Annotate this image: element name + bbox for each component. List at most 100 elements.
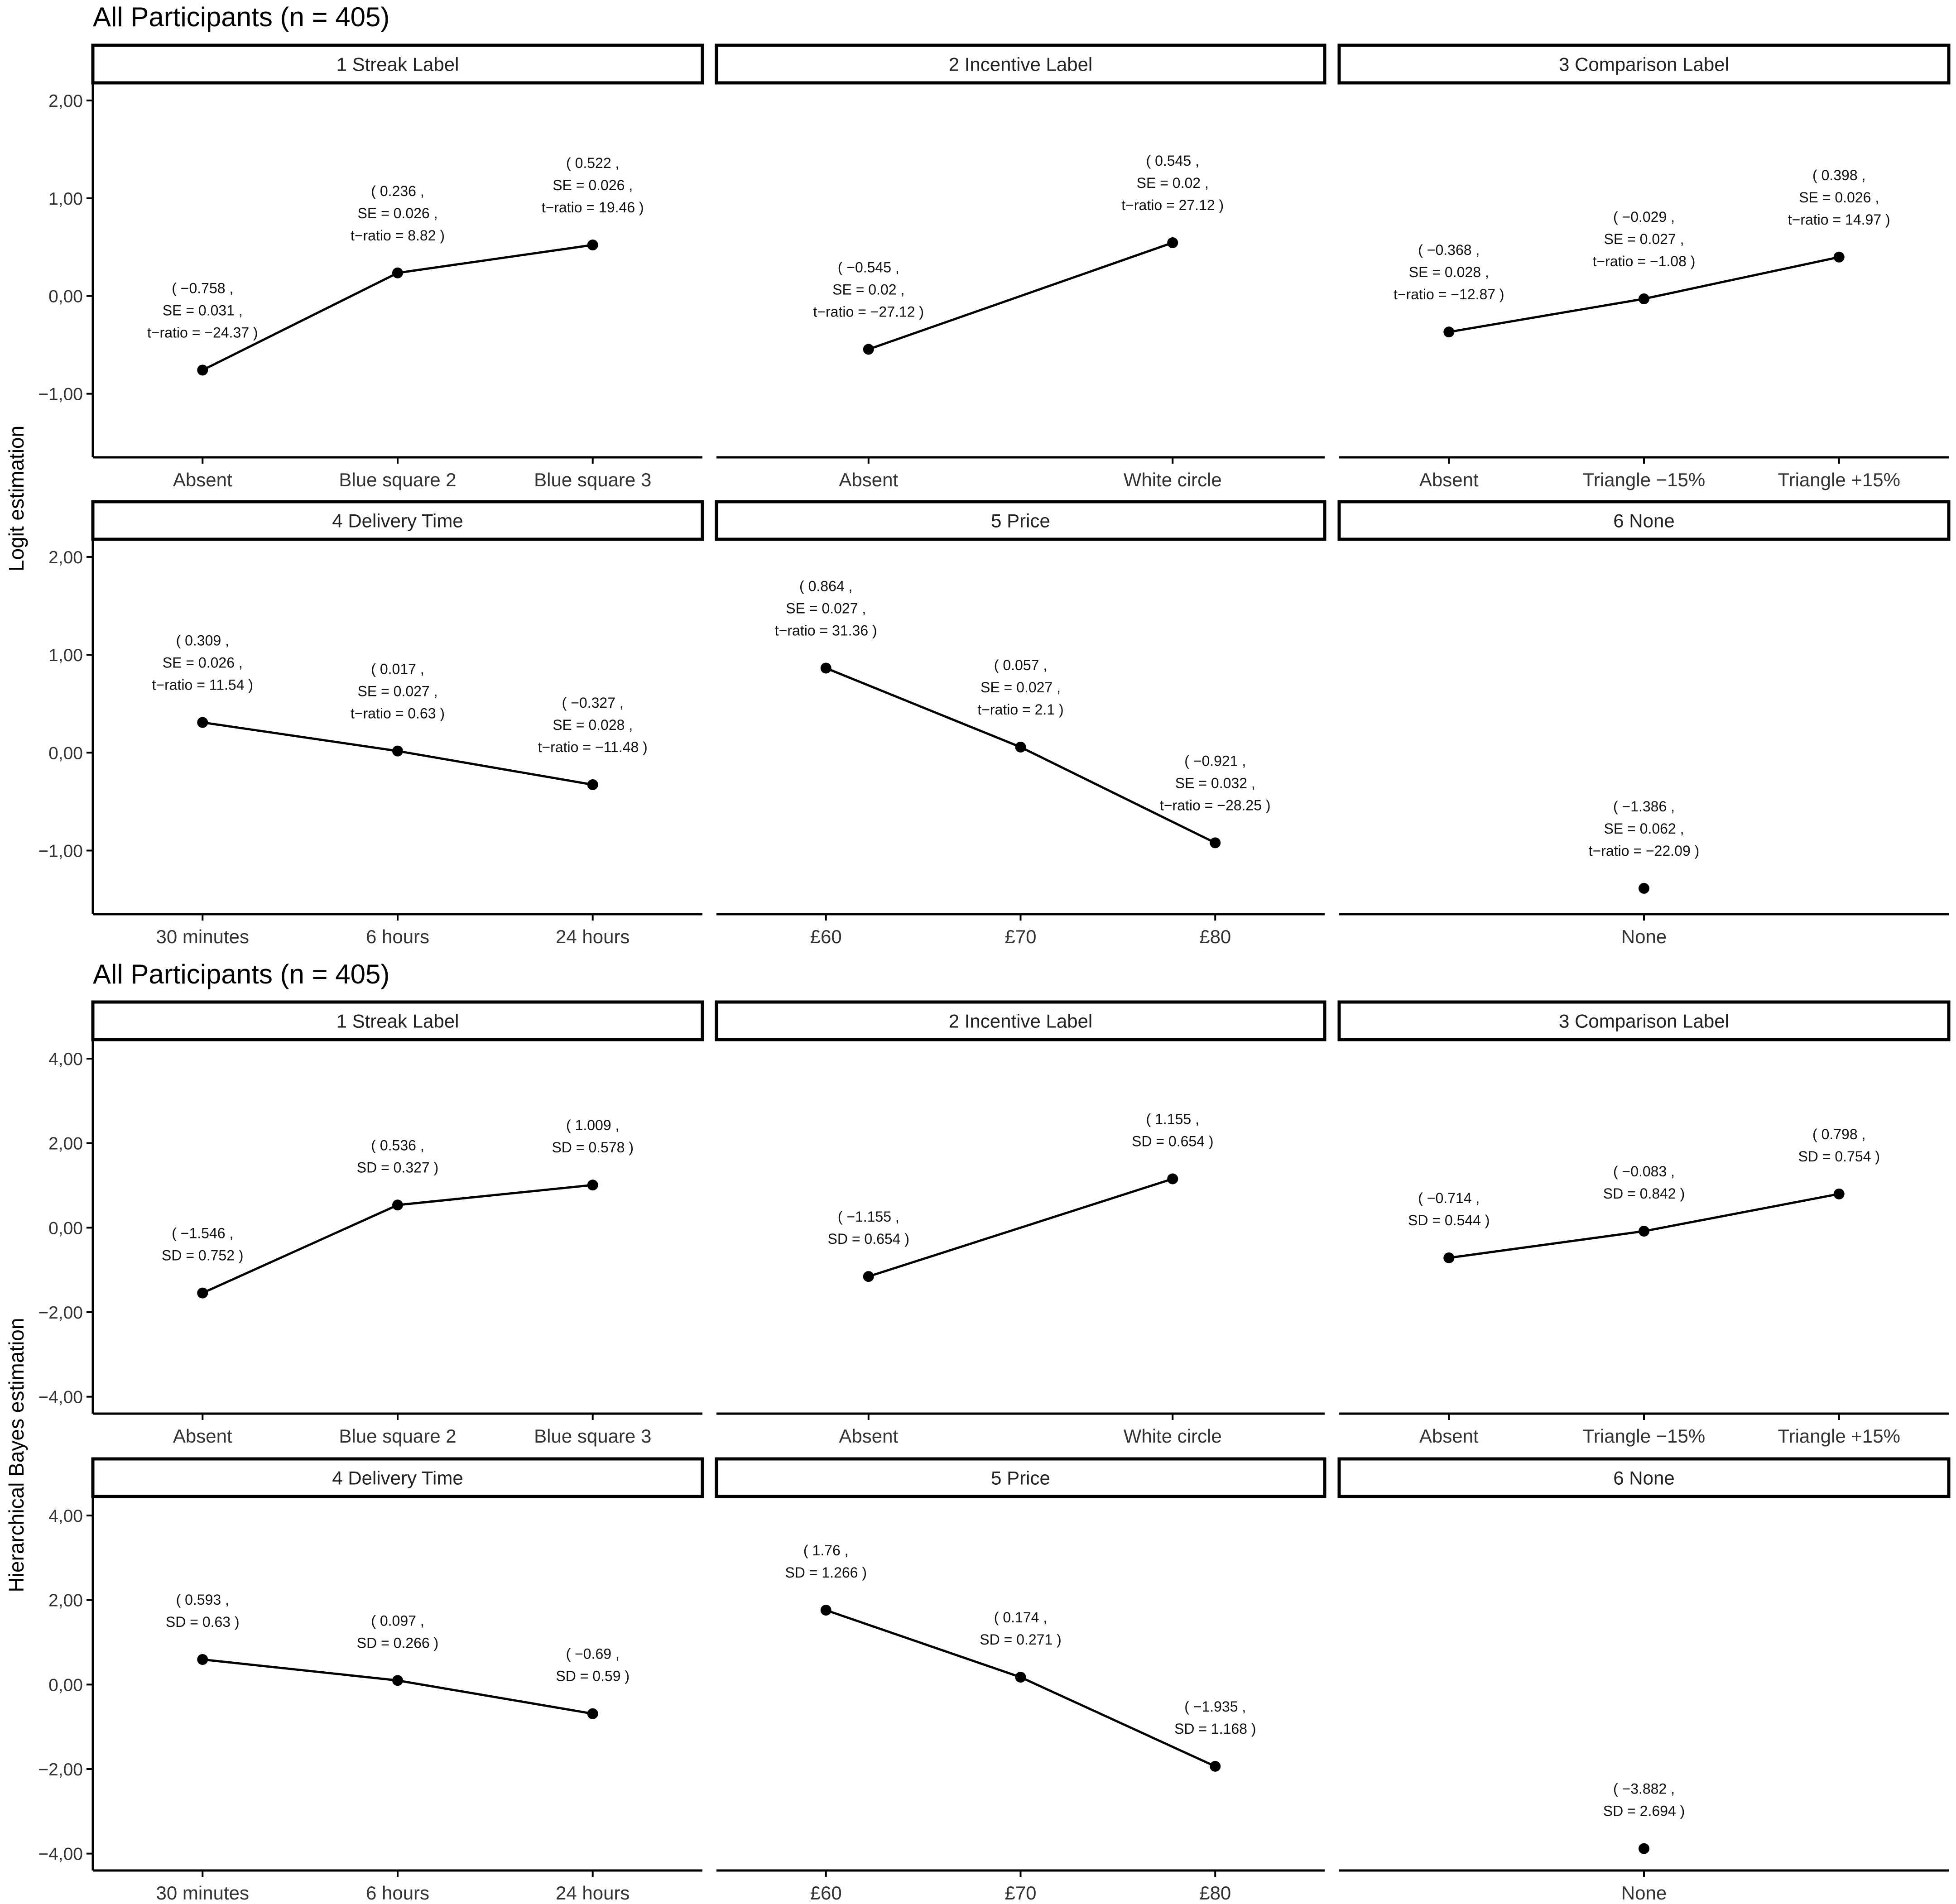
data-label: SE = 0.026 , (553, 177, 633, 193)
x-tick-label: Absent (173, 1425, 232, 1447)
data-label: ( −0.758 , (172, 280, 233, 296)
y-tick-label: −4,00 (38, 1845, 83, 1864)
y-tick-label: −2,00 (38, 1303, 83, 1323)
x-tick-label: 24 hours (556, 926, 630, 947)
data-point (820, 662, 831, 674)
data-label: ( −3.882 , (1613, 1781, 1675, 1797)
y-tick-label: −1,00 (38, 841, 83, 861)
data-label: t−ratio = −28.25 ) (1160, 797, 1271, 813)
series-line (868, 241, 1173, 350)
facet-strip (715, 1457, 1326, 1498)
data-label: SD = 0.842 ) (1603, 1185, 1685, 1202)
data-label: t−ratio = 8.82 ) (351, 227, 445, 244)
data-label: SE = 0.028 , (553, 717, 633, 733)
data-label: SD = 0.59 ) (556, 1668, 630, 1684)
facet-strip (91, 43, 704, 85)
data-label: SD = 0.654 ) (1132, 1133, 1214, 1150)
data-label: SE = 0.02 , (832, 281, 904, 297)
x-tick-label: Blue square 3 (534, 1425, 651, 1447)
data-point (587, 779, 598, 790)
data-label: SD = 1.168 ) (1174, 1721, 1256, 1737)
x-tick-label: 30 minutes (156, 926, 249, 947)
facet-strip-label: 2 Incentive Label (949, 1011, 1093, 1032)
x-tick-label: Absent (839, 469, 898, 490)
data-point (1639, 1843, 1649, 1854)
data-label: SD = 0.63 ) (166, 1614, 240, 1630)
facet-strip-label: 4 Delivery Time (332, 510, 463, 532)
x-tick-label: Triangle −15% (1583, 1425, 1705, 1447)
facet-strip-label: 1 Streak Label (336, 1011, 459, 1032)
y-tick-label: 4,00 (48, 1050, 83, 1069)
data-label: ( 0.536 , (371, 1137, 424, 1153)
data-label: ( −1.935 , (1184, 1698, 1246, 1715)
data-label: ( −1.386 , (1613, 798, 1675, 815)
y-tick-label: −1,00 (38, 385, 83, 404)
y-tick-label: 0,00 (48, 743, 83, 763)
facet-strip (91, 500, 704, 541)
x-tick-label: 6 hours (366, 1882, 429, 1904)
data-label: ( 0.174 , (994, 1609, 1047, 1626)
data-label: ( 1.155 , (1146, 1111, 1199, 1127)
x-tick-label: Triangle −15% (1583, 469, 1705, 490)
x-tick-label: None (1621, 926, 1667, 947)
x-tick-label: Triangle +15% (1778, 469, 1900, 490)
data-point (863, 1271, 874, 1282)
data-point (392, 745, 403, 757)
facet-strip (715, 1000, 1326, 1041)
data-label: SD = 0.271 ) (980, 1631, 1062, 1648)
facet-strip (91, 1457, 704, 1498)
data-point (1210, 837, 1221, 849)
data-point (197, 1654, 208, 1665)
data-label: SE = 0.026 , (1799, 189, 1879, 206)
y-tick-label: 2,00 (48, 1134, 83, 1154)
y-axis-title: Hierarchical Bayes estimation (5, 1318, 28, 1592)
facet-strip-label: 4 Delivery Time (332, 1468, 463, 1489)
data-point (197, 364, 208, 376)
data-label: t−ratio = 11.54 ) (152, 676, 254, 693)
data-label: ( −0.921 , (1184, 753, 1246, 769)
data-point (587, 1708, 598, 1719)
data-point (1639, 1226, 1649, 1237)
y-tick-label: 1,00 (48, 646, 83, 665)
data-label: ( −0.714 , (1418, 1190, 1480, 1206)
data-label: t−ratio = −24.37 ) (147, 324, 258, 341)
data-label: ( 1.76 , (803, 1542, 849, 1559)
x-tick-label: £80 (1199, 1882, 1231, 1904)
data-point (1015, 1672, 1026, 1683)
data-label: SE = 0.027 , (357, 683, 437, 700)
y-tick-label: 1,00 (48, 189, 83, 209)
x-tick-label: Blue square 3 (534, 469, 651, 490)
x-tick-label: £70 (1004, 1882, 1036, 1904)
data-point (1167, 1173, 1178, 1185)
x-tick-label: Blue square 2 (339, 1425, 456, 1447)
data-label: ( 0.236 , (371, 183, 424, 199)
series-line (868, 1178, 1173, 1278)
x-tick-label: £80 (1199, 926, 1231, 947)
data-label: SE = 0.027 , (980, 679, 1061, 695)
data-label: ( 0.864 , (799, 578, 852, 595)
data-label: t−ratio = −27.12 ) (813, 303, 924, 320)
data-label: ( 0.798 , (1812, 1126, 1865, 1142)
data-point (863, 344, 874, 355)
data-label: SD = 0.544 ) (1408, 1212, 1490, 1228)
data-point (1833, 1188, 1845, 1199)
x-tick-label: Absent (173, 469, 232, 490)
chart-title: All Participants (n = 405) (93, 959, 389, 989)
x-tick-label: White circle (1124, 1425, 1222, 1447)
data-point (820, 1605, 831, 1616)
chart-title: All Participants (n = 405) (93, 2, 389, 32)
x-tick-label: Absent (839, 1425, 898, 1447)
series-line (202, 1658, 593, 1715)
y-tick-label: 0,00 (48, 287, 83, 307)
data-point (392, 1199, 403, 1211)
data-label: ( −0.368 , (1418, 242, 1480, 258)
data-point (587, 1180, 598, 1191)
data-label: t−ratio = 27.12 ) (1121, 197, 1224, 213)
x-tick-label: Absent (1419, 469, 1479, 490)
y-axis-title: Logit estimation (5, 426, 28, 571)
data-label: SE = 0.027 , (786, 600, 866, 617)
facet-strip (1337, 1000, 1951, 1041)
x-tick-label: 24 hours (556, 1882, 630, 1904)
facet-strip-label: 1 Streak Label (336, 54, 459, 75)
data-label: t−ratio = 31.36 ) (775, 623, 877, 639)
